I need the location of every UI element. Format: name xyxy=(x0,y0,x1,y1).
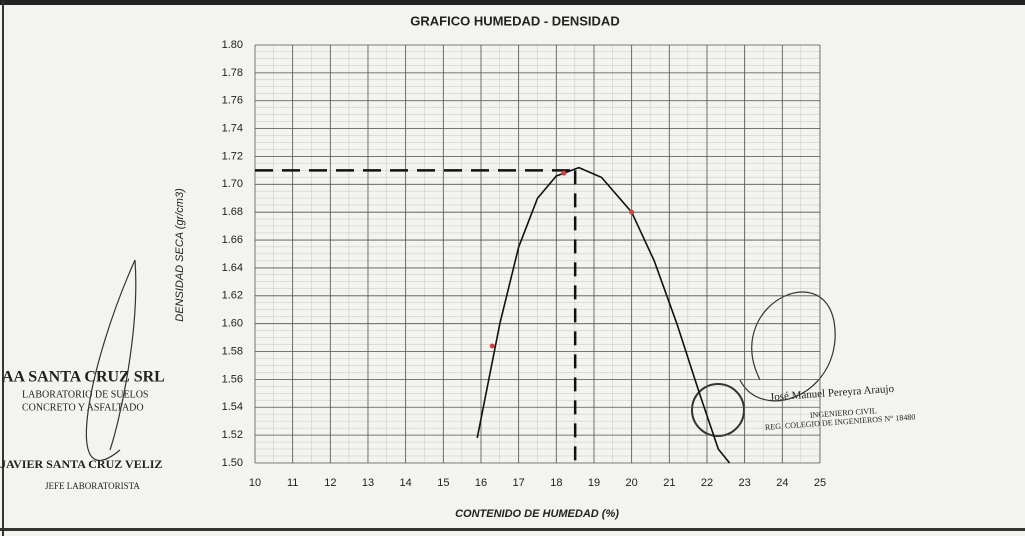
x-tick-label: 25 xyxy=(814,477,826,489)
y-tick-label: 1.60 xyxy=(222,318,243,330)
curve xyxy=(476,166,731,464)
y-tick-label: 1.54 xyxy=(222,401,243,413)
x-tick-label: 17 xyxy=(513,477,525,489)
x-tick-label: 10 xyxy=(249,477,261,489)
x-tick-label: 19 xyxy=(588,477,600,489)
x-tick-label: 12 xyxy=(324,477,336,489)
x-tick-label: 21 xyxy=(663,477,675,489)
y-tick-label: 1.64 xyxy=(222,262,243,274)
y-tick-label: 1.50 xyxy=(222,457,243,469)
x-tick-label: 14 xyxy=(400,477,412,489)
y-tick-label: 1.52 xyxy=(222,429,243,441)
signature xyxy=(85,259,836,461)
y-axis-label: DENSIDAD SECA (gr/cm3) xyxy=(174,188,186,322)
y-tick-label: 1.70 xyxy=(222,178,243,190)
y-tick-label: 1.78 xyxy=(222,67,243,79)
x-tick-label: 18 xyxy=(550,477,562,489)
bottom-border xyxy=(0,528,1025,531)
data-point xyxy=(561,170,567,176)
x-tick-label: 24 xyxy=(776,477,788,489)
y-tick-label: 1.66 xyxy=(222,234,243,246)
y-tick-label: 1.68 xyxy=(222,206,243,218)
stamp-text: JAVIER SANTA CRUZ VELIZ xyxy=(0,457,162,471)
y-tick-label: 1.56 xyxy=(222,373,243,385)
x-tick-label: 11 xyxy=(287,477,298,489)
y-tick-label: 1.62 xyxy=(222,290,243,302)
y-tick-label: 1.74 xyxy=(222,123,243,135)
x-tick-label: 23 xyxy=(739,477,751,489)
x-axis-label: CONTENIDO DE HUMEDAD (%) xyxy=(455,508,619,520)
seal xyxy=(691,383,745,437)
x-tick-label: 16 xyxy=(475,477,487,489)
minor-grid xyxy=(255,45,820,463)
stamp-text: CONCRETO Y ASFALTADO xyxy=(22,402,144,413)
left-border xyxy=(2,0,4,536)
x-tick-label: 13 xyxy=(362,477,374,489)
y-tick-label: 1.58 xyxy=(222,345,243,357)
chart-title: GRAFICO HUMEDAD - DENSIDAD xyxy=(410,13,619,28)
stamp-text: LABORATORIO DE SUELOS xyxy=(22,389,149,400)
stamp-text: AA SANTA CRUZ SRL xyxy=(2,369,165,386)
x-tick-label: 20 xyxy=(626,477,638,489)
top-border xyxy=(0,0,1025,5)
x-tick-label: 22 xyxy=(701,477,713,489)
y-tick-label: 1.80 xyxy=(222,39,243,51)
y-tick-label: 1.72 xyxy=(222,150,243,162)
y-tick-label: 1.76 xyxy=(222,95,243,107)
data-point xyxy=(489,343,495,349)
x-tick-label: 15 xyxy=(437,477,449,489)
data-point xyxy=(629,209,635,215)
stamp-text: JEFE LABORATORISTA xyxy=(45,481,140,491)
stamps: AA SANTA CRUZ SRL LABORATORIO DE SUELOS CO… xyxy=(0,259,916,491)
